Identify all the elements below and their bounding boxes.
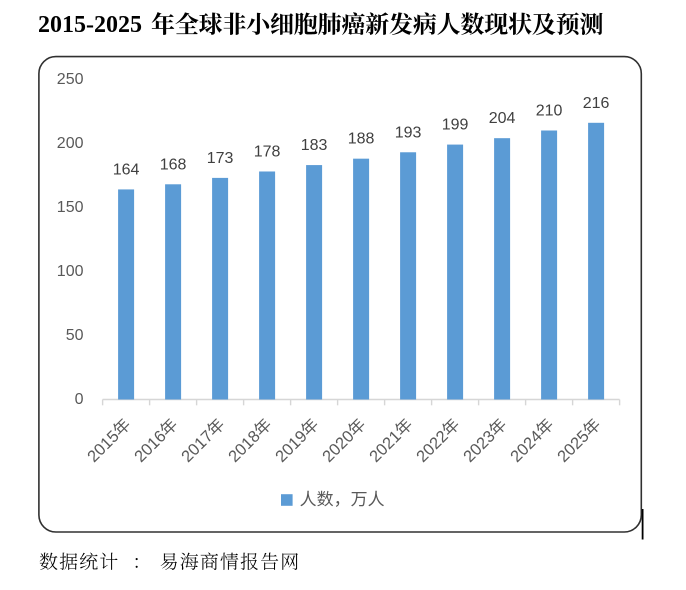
svg-text:204: 204 bbox=[489, 110, 516, 127]
svg-text:216: 216 bbox=[583, 95, 610, 112]
svg-text:164: 164 bbox=[113, 161, 140, 178]
svg-text:193: 193 bbox=[395, 124, 422, 141]
svg-text:200: 200 bbox=[57, 135, 84, 152]
svg-text:100: 100 bbox=[57, 263, 84, 280]
svg-text:150: 150 bbox=[57, 199, 84, 216]
svg-text:183: 183 bbox=[301, 137, 328, 154]
svg-text:188: 188 bbox=[348, 131, 375, 148]
svg-text:173: 173 bbox=[207, 150, 234, 167]
svg-text:2015-2025: 2015-2025 bbox=[38, 12, 142, 38]
svg-text:0: 0 bbox=[75, 391, 84, 408]
svg-text:168: 168 bbox=[160, 156, 187, 173]
svg-text:250: 250 bbox=[57, 71, 84, 88]
svg-text:199: 199 bbox=[442, 117, 469, 134]
svg-text:50: 50 bbox=[66, 327, 84, 344]
svg-text:178: 178 bbox=[254, 144, 281, 161]
svg-text:210: 210 bbox=[536, 103, 563, 120]
